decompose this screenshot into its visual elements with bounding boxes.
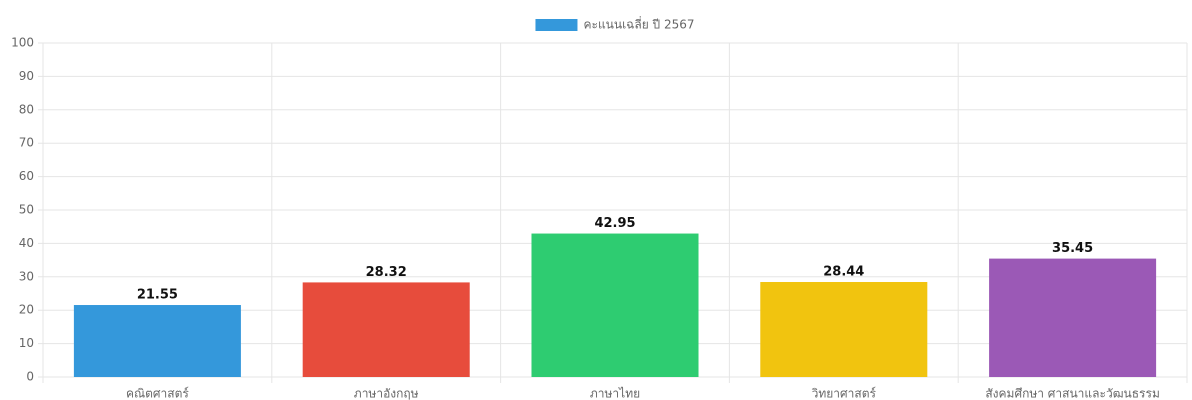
x-tick-label: สังคมศึกษา ศาสนาและวัฒนธรรม <box>985 387 1160 400</box>
y-tick-label: 40 <box>19 236 34 250</box>
bar <box>531 233 699 377</box>
x-tick-label: ภาษาอังกฤษ <box>354 387 419 400</box>
data-label: 21.55 <box>137 288 178 303</box>
legend-label: คะแนนเฉลี่ย ปี 2567 <box>583 16 694 32</box>
bar <box>73 305 241 377</box>
data-label: 42.95 <box>594 216 635 231</box>
y-tick-label: 90 <box>19 69 34 83</box>
y-tick-label: 80 <box>19 102 34 116</box>
bar <box>760 282 928 377</box>
legend-swatch <box>535 19 578 31</box>
x-tick-label: ภาษาไทย <box>590 387 640 400</box>
y-tick-label: 70 <box>19 136 34 150</box>
x-tick-label: วิทยาศาสตร์ <box>811 387 876 400</box>
y-tick-label: 30 <box>19 269 34 283</box>
x-tick-label: คณิตศาสตร์ <box>126 387 189 400</box>
bar <box>302 282 470 377</box>
y-tick-label: 50 <box>19 203 34 217</box>
data-label: 35.45 <box>1052 241 1093 256</box>
bar <box>989 258 1157 377</box>
data-label: 28.44 <box>823 265 864 280</box>
y-tick-label: 100 <box>11 36 34 50</box>
y-tick-label: 10 <box>19 336 34 350</box>
y-tick-label: 20 <box>19 303 34 317</box>
y-tick-label: 0 <box>26 370 34 384</box>
data-label: 28.32 <box>366 265 407 280</box>
y-tick-label: 60 <box>19 169 34 183</box>
